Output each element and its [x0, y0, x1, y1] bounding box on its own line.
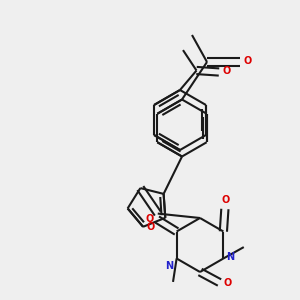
Text: N: N: [226, 252, 235, 262]
Text: O: O: [147, 222, 155, 232]
Text: O: O: [244, 56, 252, 66]
Text: N: N: [166, 261, 174, 271]
Text: O: O: [145, 214, 154, 224]
Text: O: O: [223, 278, 231, 288]
Text: O: O: [223, 66, 231, 76]
Text: O: O: [222, 195, 230, 205]
